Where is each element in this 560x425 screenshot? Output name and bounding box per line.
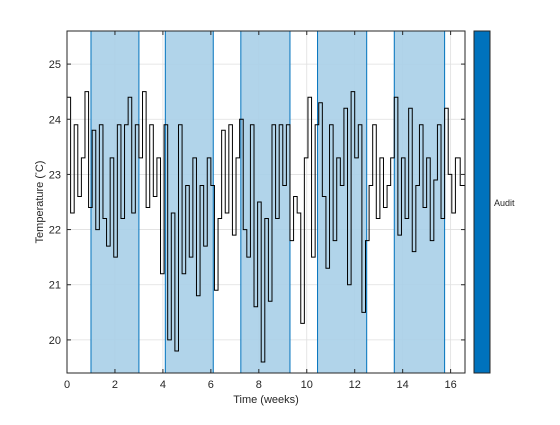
axes-frame: [66, 30, 466, 374]
x-tick-label: 0: [64, 379, 70, 391]
series-layer: [67, 91, 465, 363]
colorbar-tick-label: Audit: [494, 198, 515, 208]
y-axis-label-suffix: C): [34, 161, 46, 173]
y-tick-label: 21: [49, 280, 61, 292]
x-tick-label: 6: [208, 379, 214, 391]
y-tick-label: 22: [49, 225, 61, 237]
shaded-region: [240, 30, 291, 374]
x-tick-label: 2: [112, 379, 118, 391]
y-tick-label: 24: [49, 114, 61, 126]
temperature-series-line: [67, 91, 465, 363]
x-tick-label: 12: [349, 379, 361, 391]
x-tick-label: 10: [301, 379, 313, 391]
shaded-region: [317, 30, 368, 374]
y-axis-label-degree: °: [34, 172, 42, 175]
y-axis-label: Temperature (°C): [34, 161, 47, 244]
y-tick-label: 25: [49, 59, 61, 71]
y-tick-label: 20: [49, 335, 61, 347]
colorbar: [473, 30, 491, 374]
x-tick-label: 4: [160, 379, 166, 391]
x-tick-label: 8: [256, 379, 262, 391]
plot-box: [66, 30, 466, 374]
x-axis-label: Time (weeks): [233, 394, 299, 406]
y-tick-label: 23: [49, 169, 61, 181]
x-tick-label: 14: [397, 379, 409, 391]
y-axis-label-prefix: Temperature (: [34, 175, 46, 244]
x-tick-label: 16: [444, 379, 456, 391]
